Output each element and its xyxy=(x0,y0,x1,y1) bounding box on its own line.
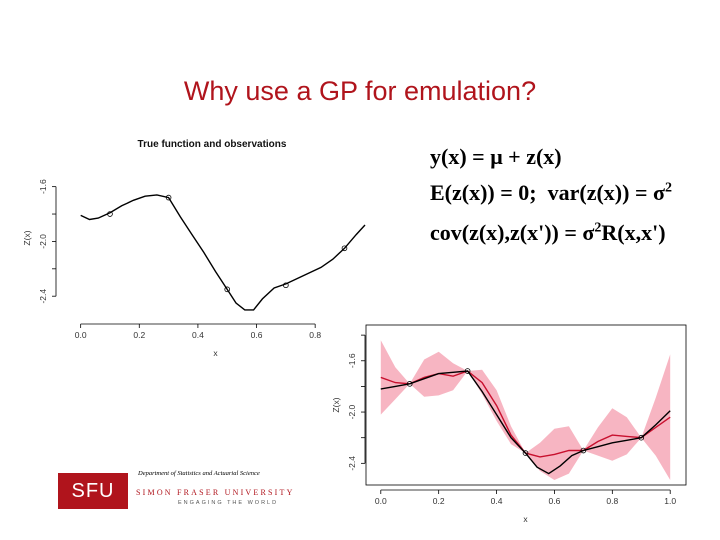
sfu-logo-box: SFU xyxy=(58,473,128,509)
observation-point xyxy=(107,211,113,217)
x-tick-label: 1.0 xyxy=(664,496,676,506)
observation-point xyxy=(464,368,471,374)
equation-correlation-text: R(x,x') xyxy=(601,220,666,245)
equation-variance-exponent: 2 xyxy=(664,180,672,196)
x-tick-label: 0.6 xyxy=(549,496,561,506)
chart-title: True function and observations xyxy=(138,139,287,150)
equation-model-text: y(x) = μ + z(x) xyxy=(430,144,562,169)
observation-point xyxy=(283,282,289,289)
y-tick-label: -2.4 xyxy=(38,289,48,304)
plot-frame xyxy=(365,324,687,486)
y-axis-label: Z(x) xyxy=(331,397,341,412)
x-tick-label: 0.2 xyxy=(433,496,445,506)
slide-title: Why use a GP for emulation? xyxy=(183,76,537,106)
true-function-line xyxy=(80,194,366,311)
equation-mean-text: E(z(x)) = 0; xyxy=(430,180,537,205)
observation-point xyxy=(522,450,529,456)
x-tick-label: 0.0 xyxy=(375,496,387,506)
gp-emulator-chart: 0.0 0.2 0.4 0.6 0.8 1.0 x -1.6 -2.0 -2.4 Z(x) xyxy=(331,324,687,524)
true-function-line xyxy=(380,370,671,475)
observation-point xyxy=(341,245,348,252)
university-name: SIMON FRASER UNIVERSITY xyxy=(136,488,295,497)
sfu-logo: SFU Department of Statistics and Actuari… xyxy=(58,470,294,510)
x-tick-label: 0.8 xyxy=(309,330,321,340)
y-axis-label: Z(x) xyxy=(22,230,32,245)
equation-covariance: cov(z(x),z(x')) = σ2R(x,x') xyxy=(430,220,666,246)
equation-moments: E(z(x)) = 0; var(z(x)) = σ2 xyxy=(430,180,672,206)
y-tick-label: -2.0 xyxy=(38,234,48,249)
y-tick-label: -2.4 xyxy=(347,456,357,471)
x-tick-label: 0.2 xyxy=(133,330,145,340)
observation-point xyxy=(165,194,172,201)
x-tick-label: 0.6 xyxy=(251,330,263,340)
y-tick-label: -2.0 xyxy=(347,404,357,419)
x-tick-label: 0.8 xyxy=(606,496,618,506)
true-function-chart: 0.0 0.2 0.4 0.6 0.8 x -1.6 -2.0 -2.4 Z(x) True fun… xyxy=(22,139,366,358)
equation-covariance-text: cov(z(x),z(x')) = σ xyxy=(430,220,595,245)
department-name: Department of Statistics and Actuarial S… xyxy=(138,470,260,477)
observation-point xyxy=(406,381,413,387)
x-tick-label: 0.0 xyxy=(75,330,87,340)
y-tick-label: -1.6 xyxy=(38,179,48,194)
university-tagline: ENGAGING THE WORLD xyxy=(178,500,279,506)
prediction-band xyxy=(380,340,671,480)
observation-point xyxy=(224,286,231,293)
observation-point xyxy=(638,434,645,441)
observation-point xyxy=(580,447,587,454)
equation-variance-text: var(z(x)) = σ xyxy=(547,180,665,205)
x-tick-label: 0.4 xyxy=(491,496,503,506)
x-tick-label: 0.4 xyxy=(192,330,204,340)
equation-covariance-exponent: 2 xyxy=(594,220,602,236)
y-tick-label: -1.6 xyxy=(347,353,357,368)
equation-model: y(x) = μ + z(x) xyxy=(430,144,562,170)
x-axis-label: x xyxy=(213,348,218,358)
x-axis-label: x xyxy=(523,514,528,524)
